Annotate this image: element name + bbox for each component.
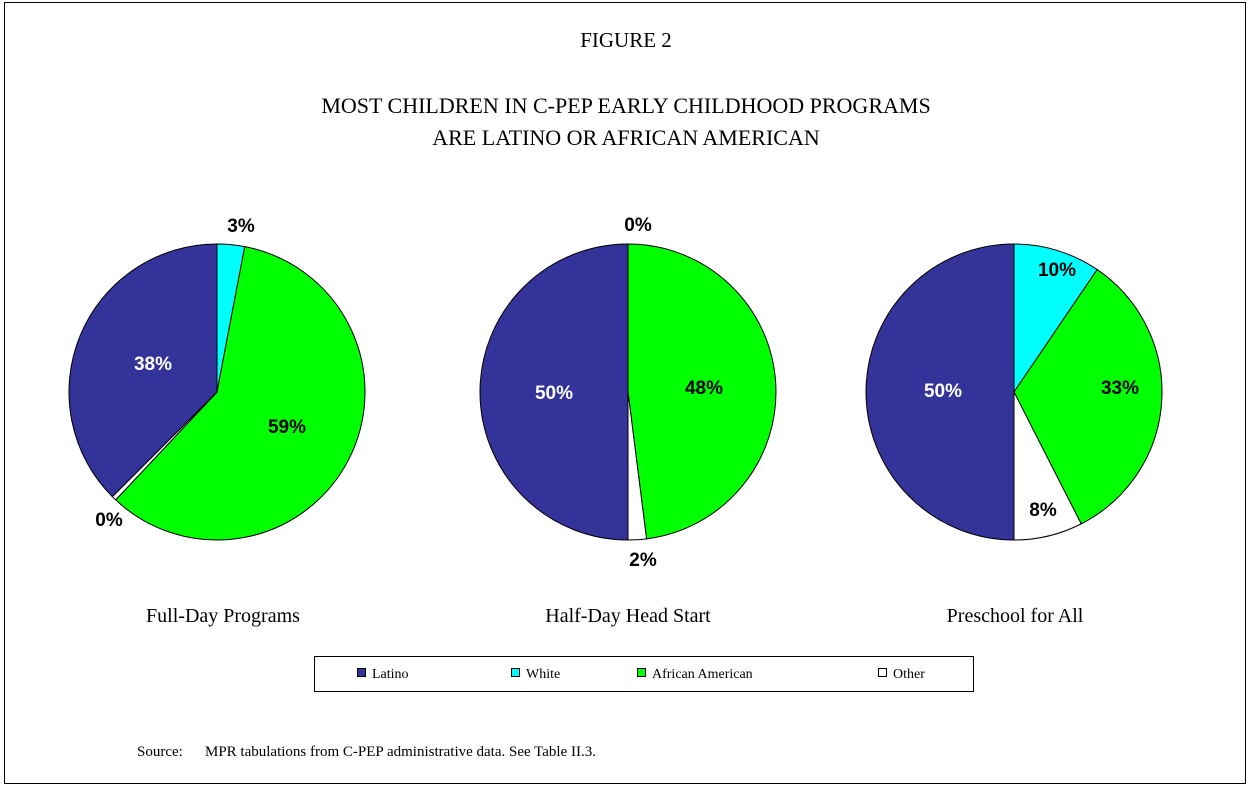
pie-1-label-white: 0% — [624, 215, 652, 236]
source-note: Source: MPR tabulations from C-PEP admini… — [137, 744, 596, 761]
pie-2-slice-african-american — [1013, 268, 1163, 525]
chart-title-line-1: MOST CHILDREN IN C-PEP EARLY CHILDHOOD P… — [321, 93, 931, 118]
pie-0-label-latino: 38% — [134, 354, 172, 375]
legend-swatch-latino — [357, 668, 366, 677]
pie-half-day-head-start: 0% 48% 2% 50% — [479, 215, 777, 571]
legend-label-african-american: African American — [652, 667, 753, 682]
legend-swatch-other — [878, 668, 887, 677]
legend-item-latino: Latino — [357, 667, 409, 683]
legend-swatch-white — [511, 668, 520, 677]
pie-0-label-african-american: 59% — [268, 417, 306, 438]
legend-item-other: Other — [878, 667, 925, 683]
legend-item-african-american: African American — [637, 667, 753, 683]
legend-swatch-african-american — [637, 668, 646, 677]
pie-title-full-day-programs: Full-Day Programs — [146, 605, 300, 627]
chart-title: MOST CHILDREN IN C-PEP EARLY CHILDHOOD P… — [0, 90, 1252, 154]
pie-2-label-african-american: 33% — [1101, 378, 1139, 399]
pie-title-preschool-for-all: Preschool for All — [946, 605, 1084, 627]
pie-0-label-white: 3% — [227, 216, 255, 237]
pie-1-label-african-american: 48% — [685, 378, 723, 399]
pie-0-slice-african-american — [114, 246, 366, 541]
legend: Latino White African American Other — [314, 656, 974, 692]
legend-label-latino: Latino — [372, 667, 409, 682]
legend-label-white: White — [526, 667, 561, 682]
pie-0-slice-latino — [68, 243, 218, 498]
pie-1-slice-african-american — [627, 243, 777, 540]
source-text: MPR tabulations from C-PEP administrativ… — [205, 744, 596, 760]
pie-2-label-other: 8% — [1029, 500, 1057, 521]
pie-1-label-latino: 50% — [535, 383, 573, 404]
pie-preschool-for-all: 10% 33% 8% 50% — [865, 243, 1163, 541]
pie-2-slice-latino — [865, 243, 1015, 541]
pie-title-half-day-head-start: Half-Day Head Start — [545, 605, 711, 627]
figure-label: FIGURE 2 — [580, 28, 672, 52]
chart-title-line-2: ARE LATINO OR AFRICAN AMERICAN — [432, 125, 820, 150]
source-label: Source: — [137, 744, 183, 760]
pie-0-label-other: 0% — [95, 510, 123, 531]
pie-2-label-latino: 50% — [924, 381, 962, 402]
pie-1-slice-latino — [479, 243, 629, 541]
pie-1-label-other: 2% — [629, 550, 657, 571]
pie-full-day-programs: 3% 59% 0% 38% — [68, 216, 366, 541]
pie-2-label-white: 10% — [1038, 260, 1076, 281]
legend-label-other: Other — [893, 667, 925, 682]
legend-item-white: White — [511, 667, 560, 683]
pie-2-slice-white — [1013, 243, 1098, 394]
